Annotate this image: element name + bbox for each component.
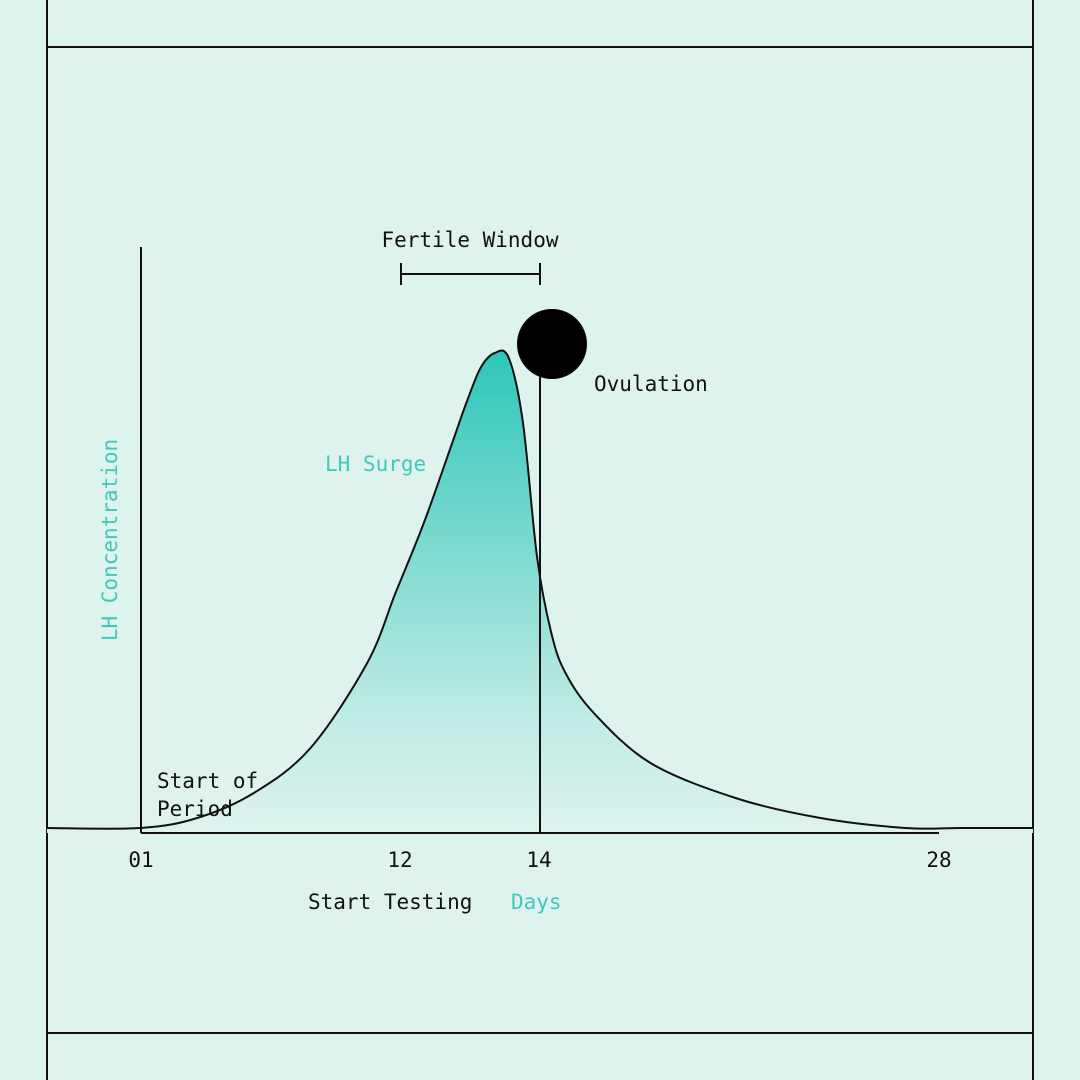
start-of-period-line1: Start of [157,769,258,793]
series-label: LH Surge [325,452,426,476]
x-tick-label: 12 [387,848,412,872]
start-of-period-line2: Period [157,797,233,821]
ovulation-label: Ovulation [594,372,708,396]
x-tick-label: 14 [526,848,551,872]
x-tick-label: 28 [926,848,951,872]
y-axis-label: LH Concentration [98,439,122,641]
x-tick-label: 01 [128,848,153,872]
fertile-window-bracket [400,263,541,285]
start-testing-label: Start Testing [308,890,472,914]
ovulation-marker-icon [517,309,587,379]
fertile-window-label: Fertile Window [381,228,558,252]
x-axis-label: Days [511,890,562,914]
lh-surge-curve [46,349,1033,830]
